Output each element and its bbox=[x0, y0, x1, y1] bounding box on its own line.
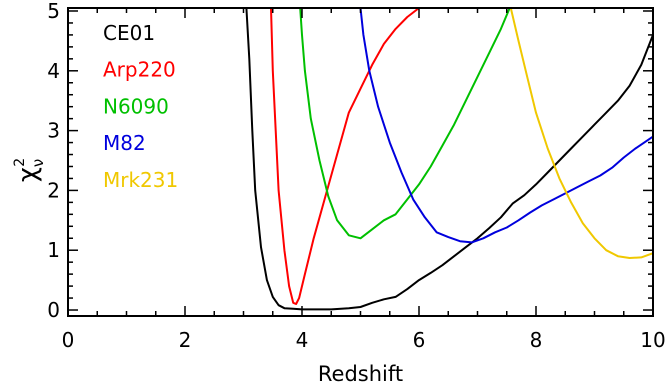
series-line-mrk231 bbox=[509, 8, 653, 259]
x-tick-label: 6 bbox=[413, 328, 426, 352]
legend-entry-n6090: N6090 bbox=[103, 94, 169, 118]
series-line-n6090 bbox=[299, 8, 511, 240]
y-tick-label: 2 bbox=[47, 178, 60, 202]
x-axis-title: Redshift bbox=[318, 362, 403, 386]
y-tick-label: 5 bbox=[47, 0, 60, 23]
series-layer bbox=[245, 8, 653, 311]
legend: CE01 Arp220 N6090 M82 Mrk231 bbox=[103, 21, 178, 192]
series-line-m82 bbox=[359, 8, 653, 244]
series-line-ce01 bbox=[245, 8, 653, 311]
y-axis-title-superscript: 2 bbox=[12, 158, 28, 167]
x-tick-label: 8 bbox=[530, 328, 543, 352]
y-axis-title: χν2 bbox=[12, 158, 47, 182]
y-tick-label: 4 bbox=[47, 59, 60, 83]
x-tick-label: 2 bbox=[179, 328, 192, 352]
y-tick-label: 1 bbox=[47, 238, 60, 262]
legend-entry-ce01: CE01 bbox=[103, 21, 155, 45]
y-tick-label: 0 bbox=[47, 298, 60, 322]
series-line-arp220 bbox=[270, 8, 420, 305]
legend-entry-arp220: Arp220 bbox=[103, 58, 176, 82]
plot-frame bbox=[67, 7, 654, 317]
x-tick-label: 0 bbox=[62, 328, 75, 352]
ticks-layer: 0 2 4 6 8 10 0 1 2 3 4 5 bbox=[47, 0, 665, 352]
x-tick-label: 10 bbox=[640, 328, 665, 352]
y-axis-title-base: χ bbox=[13, 167, 43, 182]
legend-entry-m82: M82 bbox=[103, 131, 146, 155]
legend-entry-mrk231: Mrk231 bbox=[103, 168, 178, 192]
x-tick-label: 4 bbox=[296, 328, 309, 352]
y-tick-label: 3 bbox=[47, 119, 60, 143]
y-axis-title-subscript: ν bbox=[29, 159, 47, 167]
